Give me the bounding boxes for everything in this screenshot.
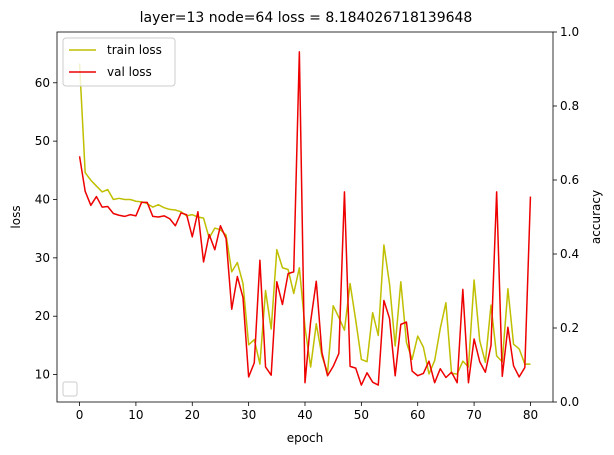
legend-label-train-loss: train loss [107,43,162,57]
x-tick-label: 80 [523,408,538,422]
legend-label-val-loss: val loss [107,65,152,79]
right-y-tick-label: 0.0 [560,395,579,409]
plot-area [78,51,532,386]
x-tick-label: 50 [354,408,369,422]
right-y-tick-label: 0.8 [560,99,579,113]
y-tick-label: 60 [35,76,50,90]
right-y-tick-label: 0.6 [560,173,579,187]
x-tick-label: 30 [241,408,256,422]
x-tick-label: 20 [185,408,200,422]
right-y-tick-label: 0.4 [560,247,579,261]
axes: 0 10 20 30 40 50 60 70 80 10 20 30 40 50 60 0.0 0.2 0.4 0.… [35,25,579,422]
y-tick-label: 20 [35,309,50,323]
x-tick-label: 10 [128,408,143,422]
y-axis-label: loss [9,205,23,228]
y-tick-label: 50 [35,134,50,148]
empty-legend-box [62,381,78,397]
x-tick-label: 40 [297,408,312,422]
x-tick-label: 0 [76,408,84,422]
y-tick-label: 10 [35,368,50,382]
x-tick-label: 70 [466,408,481,422]
y-tick-label: 40 [35,192,50,206]
series-line-train-loss [78,63,531,375]
right-y-axis-label: accuracy [589,190,603,244]
chart-title: layer=13 node=64 loss = 8.18402671813964… [140,10,473,26]
legend: train loss val loss [62,37,176,87]
x-axis-label: epoch [287,431,324,445]
x-tick-label: 60 [410,408,425,422]
y-tick-label: 30 [35,251,50,265]
right-y-tick-label: 0.2 [560,321,579,335]
series-line-val-loss [78,51,532,386]
right-y-tick-label: 1.0 [560,25,579,39]
